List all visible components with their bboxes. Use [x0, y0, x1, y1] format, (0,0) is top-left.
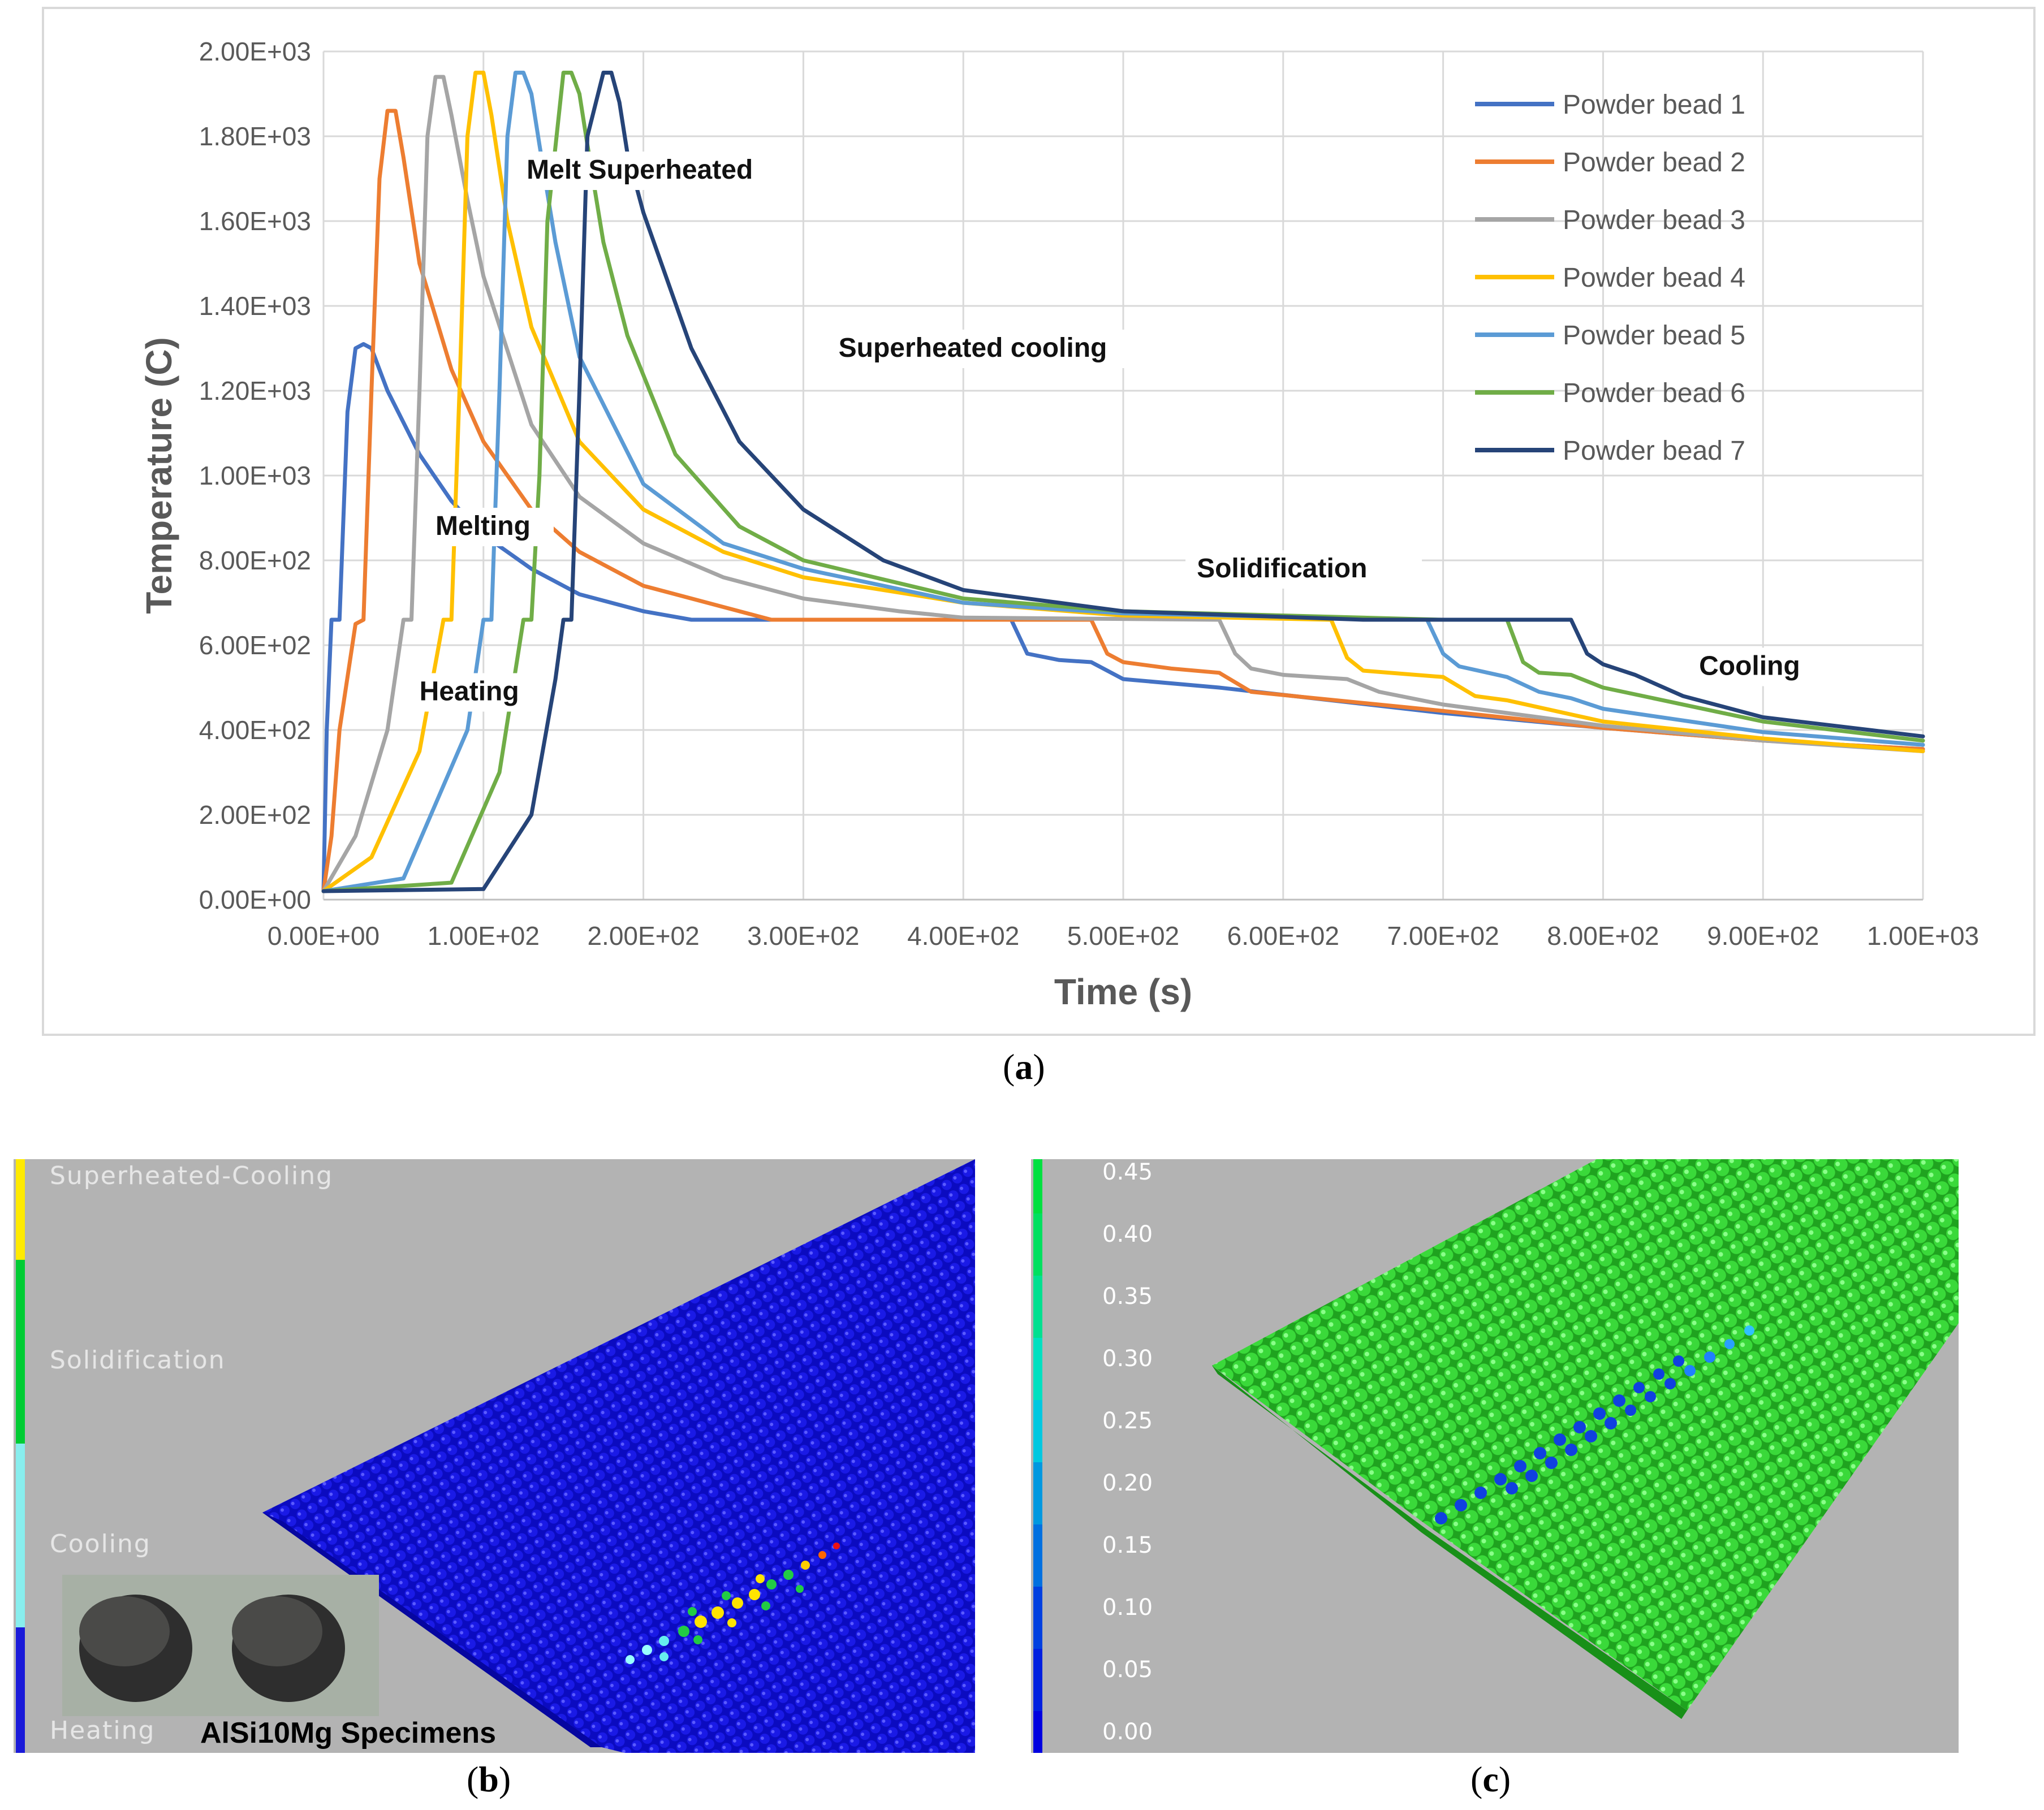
scale-tick-045: 0.45	[1102, 1159, 1153, 1185]
annotation-bg	[1688, 647, 1818, 686]
scale-tick-000: 0.00	[1102, 1719, 1153, 1745]
melt-track-b	[626, 1543, 840, 1664]
y-tick-label: 8.00E+02	[199, 546, 311, 575]
legend-superheated-cooling: Superheated-Cooling	[50, 1161, 334, 1190]
annotation-label: Heating	[420, 677, 519, 707]
scale-tick-010: 0.10	[1102, 1595, 1153, 1621]
x-tick-label: 6.00E+02	[1227, 921, 1339, 951]
annotation-label: Melting	[435, 511, 531, 541]
annotation-label: Superheated cooling	[839, 333, 1107, 363]
y-axis-label: Temperature (C)	[139, 337, 179, 614]
x-tick-label: 0.00E+00	[268, 921, 380, 951]
caption-b: (b)	[467, 1759, 511, 1799]
scale-tick-035: 0.35	[1102, 1284, 1153, 1310]
x-tick-label: 4.00E+02	[907, 921, 1019, 951]
scale-tick-025: 0.25	[1102, 1408, 1153, 1434]
series-line-bead-1	[321, 342, 1925, 893]
x-tick-label: 7.00E+02	[1387, 921, 1499, 951]
legend-label-bead-2: Powder bead 2	[1563, 148, 1745, 178]
fraction-colorbar	[1033, 1159, 1042, 1753]
x-tick-label: 9.00E+02	[1707, 921, 1819, 951]
melt-track-c	[1435, 1325, 1754, 1524]
y-tick-label: 1.80E+03	[199, 122, 311, 151]
y-tick-label: 1.60E+03	[199, 206, 311, 236]
legend-label-bead-5: Powder bead 5	[1563, 321, 1745, 351]
specimen-label: AlSi10Mg Specimens	[200, 1717, 497, 1749]
annotation-label: Solidification	[1197, 554, 1367, 584]
temperature-chart: 0.00E+00 2.00E+02 4.00E+02 6.00E+02 8.00E+02…	[139, 37, 1979, 1012]
phase-colorbar	[16, 1159, 25, 1753]
panel-b-scene	[262, 1159, 975, 1753]
panel-c-simulation: 0.45 0.40 0.35 0.30 0.25 0.20 0.15 0.10 …	[1031, 1159, 1959, 1753]
x-axis-label: Time (s)	[1054, 971, 1192, 1012]
y-tick-label: 2.00E+02	[199, 800, 311, 830]
legend-label-bead-6: Powder bead 6	[1563, 378, 1745, 408]
legend-label-bead-1: Powder bead 1	[1563, 90, 1745, 120]
y-tick-label: 1.00E+03	[199, 461, 311, 490]
legend-label-bead-3: Powder bead 3	[1563, 205, 1745, 235]
y-tick-label: 6.00E+02	[199, 630, 311, 660]
x-tick-label: 1.00E+02	[428, 921, 540, 951]
scale-tick-015: 0.15	[1102, 1532, 1153, 1558]
x-tick-label: 3.00E+02	[747, 921, 859, 951]
series-line-bead-3	[321, 75, 1925, 893]
series-line-bead-2	[321, 109, 1925, 893]
powder-bed-b	[262, 1159, 975, 1753]
x-tick-label: 1.00E+03	[1867, 921, 1979, 951]
legend-label-bead-4: Powder bead 4	[1563, 263, 1745, 293]
y-tick-label: 1.20E+03	[199, 376, 311, 405]
annotation-bg	[515, 152, 783, 190]
scale-tick-030: 0.30	[1102, 1346, 1153, 1372]
chart-a-frame: 0.00E+00 2.00E+02 4.00E+02 6.00E+02 8.00E+02…	[42, 7, 2036, 1036]
legend-solidification: Solidification	[50, 1346, 226, 1375]
y-tick-label: 0.00E+00	[199, 885, 311, 914]
scale-tick-040: 0.40	[1102, 1221, 1153, 1247]
panel-b-simulation: Superheated-Cooling Solidification Cooli…	[14, 1159, 975, 1753]
y-tick-label: 1.40E+03	[199, 291, 311, 321]
annotation-label: Cooling	[1699, 651, 1800, 681]
specimen-photo	[62, 1575, 379, 1716]
annotation-bg	[1185, 550, 1422, 589]
x-tick-label: 8.00E+02	[1547, 921, 1659, 951]
x-tick-label: 2.00E+02	[587, 921, 699, 951]
x-tick-label: 5.00E+02	[1067, 921, 1179, 951]
annotation-label: Melt Superheated	[527, 155, 753, 185]
caption-a: (a)	[1003, 1047, 1045, 1087]
caption-c: (c)	[1471, 1759, 1511, 1799]
y-tick-label: 2.00E+03	[199, 37, 311, 66]
panel-c-scene	[1212, 1159, 1959, 1719]
series-line-bead-6	[321, 71, 1925, 893]
annotation-bg	[408, 673, 538, 712]
annotation-bg	[827, 330, 1140, 368]
legend-label-bead-7: Powder bead 7	[1563, 436, 1745, 466]
y-tick-label: 4.00E+02	[199, 715, 311, 745]
legend-cooling: Cooling	[50, 1530, 151, 1558]
series-line-bead-7	[321, 71, 1925, 893]
scale-tick-005: 0.05	[1102, 1657, 1153, 1683]
scale-tick-020: 0.20	[1102, 1470, 1153, 1496]
annotation-bg	[424, 508, 554, 546]
legend-heating: Heating	[50, 1716, 156, 1745]
